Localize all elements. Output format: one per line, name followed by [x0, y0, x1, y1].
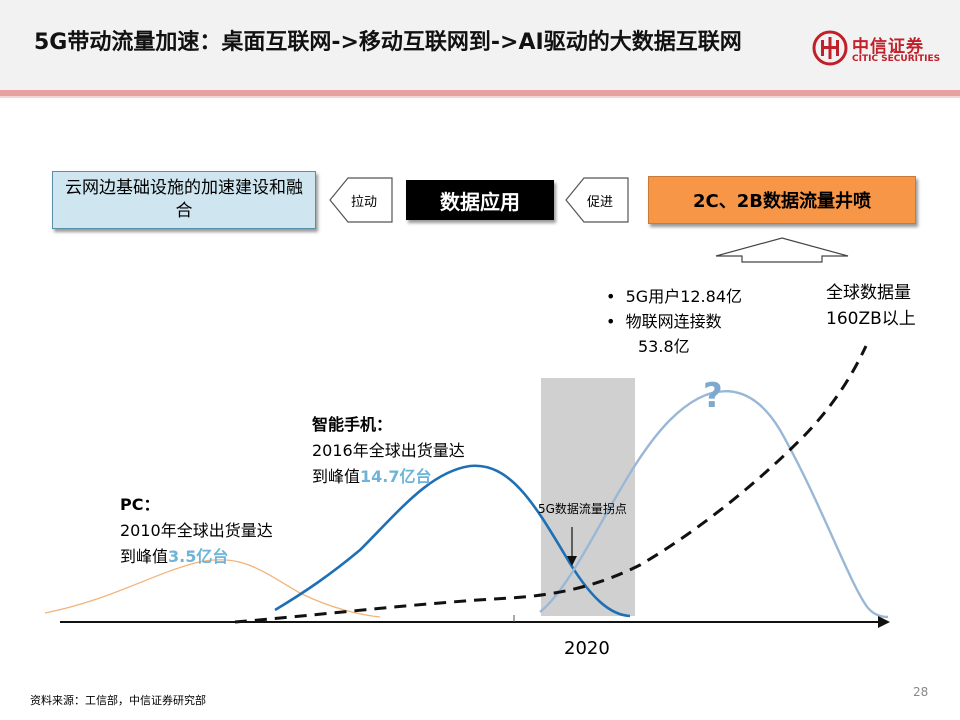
- header-rule-light: [0, 96, 960, 98]
- inflection-pointer-icon: [567, 556, 577, 566]
- infrastructure-label: 云网边基础设施的加速建设和融合: [65, 178, 303, 221]
- slide-title: 5G带动流量加速：桌面互联网->移动互联网到->AI驱动的大数据互联网: [34, 30, 742, 55]
- global-data-label-1: 全球数据量: [826, 283, 911, 303]
- smartphone-peak-value: 14.7亿台: [360, 467, 432, 486]
- bullet-item: • 5G用户12.84亿: [606, 287, 742, 306]
- up-arrow-icon: [715, 237, 849, 263]
- smartphone-peak: 到峰值14.7亿台: [312, 467, 432, 486]
- slide-header: [0, 0, 960, 90]
- logo-text-en: CITIC SECURITIES: [852, 54, 941, 64]
- promote-label: 促进: [587, 195, 614, 210]
- bullet-item: 53.8亿: [638, 337, 690, 356]
- header-rule: [0, 90, 960, 96]
- future-data-curve: [539, 389, 889, 619]
- pc-curve: [44, 559, 381, 618]
- citic-logo-icon: [812, 30, 848, 66]
- logo-text-cn: 中信证券: [852, 37, 924, 57]
- pc-shipments: 2010年全球出货量达: [120, 521, 273, 540]
- pc-peak-value: 3.5亿台: [168, 547, 229, 566]
- bullet-icon: •: [606, 287, 626, 306]
- inflection-band: [541, 378, 635, 616]
- inflection-label: 5G数据流量拐点: [538, 502, 627, 516]
- smartphone-title: 智能手机：: [312, 415, 393, 434]
- traffic-surge-box: 2C、2B数据流量井喷: [648, 176, 916, 224]
- smartphone-shipments: 2016年全球出货量达: [312, 441, 465, 460]
- page-number: 28: [913, 685, 929, 699]
- pc-title: PC：: [120, 495, 160, 514]
- pull-arrow-icon: [329, 177, 393, 223]
- pull-label: 拉动: [351, 195, 378, 210]
- data-application-label: 数据应用: [440, 189, 520, 214]
- x-axis-arrowhead-icon: [878, 616, 890, 628]
- question-mark: ?: [703, 376, 723, 416]
- year-label: 2020: [564, 638, 610, 659]
- bullet-item: • 物联网连接数: [606, 312, 722, 331]
- pc-peak: 到峰值3.5亿台: [120, 547, 229, 566]
- source-note: 资料来源：工信部，中信证券研究部: [30, 694, 206, 707]
- global-data-label-2: 160ZB以上: [826, 309, 916, 329]
- five-g-stats-list: • 5G用户12.84亿 • 物联网连接数 53.8亿: [606, 284, 742, 359]
- traffic-surge-label: 2C、2B数据流量井喷: [693, 191, 871, 212]
- bullet-icon: •: [606, 312, 626, 331]
- smartphone-curve: [274, 464, 631, 618]
- infrastructure-box: 云网边基础设施的加速建设和融合: [52, 171, 316, 229]
- data-application-box: 数据应用: [406, 180, 554, 220]
- promote-arrow-icon: [565, 177, 629, 223]
- data-growth-dashed-curve: [234, 345, 868, 624]
